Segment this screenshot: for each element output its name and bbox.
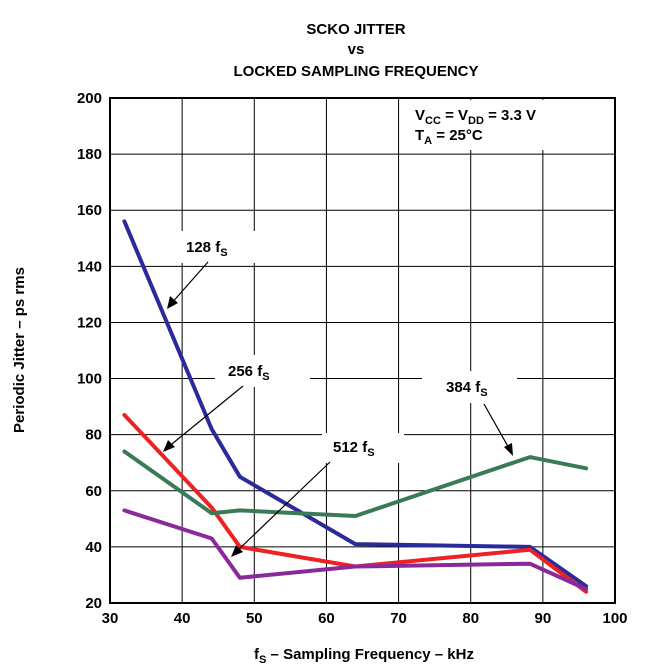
series-line-128 (122, 219, 589, 589)
series-label-128: 128 fS (186, 239, 228, 259)
chart-title-line-3: LOCKED SAMPLING FREQUENCY (233, 63, 478, 80)
series-label-384: 384 fS (446, 379, 488, 399)
series-label-256: 256 fS (228, 363, 270, 383)
callout-arrowhead-128 (167, 296, 178, 309)
callout-arrow-128 (169, 261, 209, 306)
conditions-box-bg (410, 100, 610, 150)
x-axis-label: fS – Sampling Frequency – kHz (254, 646, 474, 666)
callout-bg-128 (178, 231, 268, 263)
x-tick-label: 80 (462, 610, 479, 627)
callout-arrow-256 (166, 385, 244, 449)
series-line-256 (122, 413, 589, 594)
y-tick-label: 160 (77, 202, 102, 219)
series-callouts: 128 fS 256 fS 384 fS 512 fS (163, 231, 517, 557)
y-tick-label: 140 (77, 258, 102, 275)
callout-arrow-512 (235, 461, 331, 553)
x-tick-label: 60 (318, 610, 335, 627)
callout-bg-256 (215, 355, 310, 387)
series-line-512 (122, 508, 589, 591)
plot-frame (109, 97, 616, 604)
chart-title-line-1: SCKO JITTER (306, 21, 405, 38)
series-label-512: 512 fS (333, 439, 375, 459)
y-tick-label: 180 (77, 146, 102, 163)
series-line-384 (122, 449, 589, 518)
y-tick-label: 60 (85, 483, 102, 500)
x-tick-label: 50 (246, 610, 263, 627)
x-tick-label: 90 (535, 610, 552, 627)
callout-arrow-384 (483, 403, 511, 451)
y-tick-label: 40 (85, 539, 102, 556)
callout-bg-512 (322, 433, 404, 463)
y-tick-label: 100 (77, 371, 102, 388)
callout-arrowhead-256 (163, 440, 175, 452)
x-tick-labels: 30 40 50 60 70 80 90 100 (102, 610, 628, 627)
x-tick-label: 70 (390, 610, 407, 627)
x-tick-label: 30 (102, 610, 119, 627)
conditions-line-1: VCC = VDD = 3.3 V (415, 107, 536, 127)
x-tick-label: 40 (174, 610, 191, 627)
y-tick-label: 80 (85, 427, 102, 444)
y-axis-label: Periodic Jitter – ps rms (11, 267, 28, 433)
callout-arrowhead-384 (504, 443, 513, 456)
callout-arrowhead-512 (231, 545, 243, 557)
series-lines (122, 219, 589, 594)
x-tick-label: 100 (602, 610, 627, 627)
y-tick-label: 120 (77, 314, 102, 331)
callout-bg-384 (422, 371, 517, 403)
y-tick-labels: 20 40 60 80 100 120 140 160 180 200 (77, 90, 102, 612)
grid (109, 97, 616, 604)
conditions-line-2: TA = 25°C (415, 127, 483, 147)
chart-title-line-2: vs (348, 41, 365, 58)
y-tick-label: 20 (85, 595, 102, 612)
y-tick-label: 200 (77, 90, 102, 107)
